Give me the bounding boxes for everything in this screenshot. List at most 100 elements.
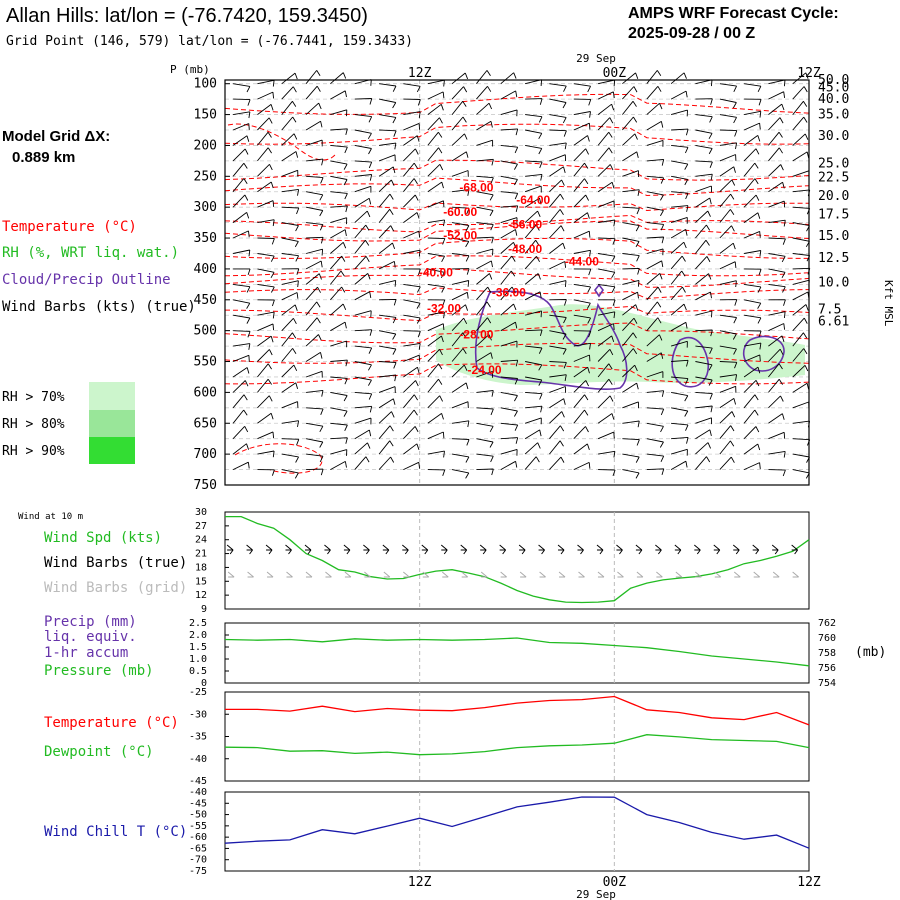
wind-barb (792, 72, 809, 85)
wind-barb (232, 367, 250, 378)
wind-barb (695, 429, 712, 440)
wind-barb (403, 122, 421, 131)
wind-barb (232, 354, 250, 362)
wind-barb (622, 304, 639, 316)
wind-barb (597, 164, 614, 177)
grid-wind-barb (675, 571, 683, 578)
wind-barb (670, 216, 688, 224)
wind-barb (354, 174, 373, 181)
wind-barb (744, 342, 762, 350)
wind-barb (549, 225, 565, 239)
wind-barb (403, 83, 421, 93)
wind-barb (549, 411, 565, 424)
surface-wind-barb (557, 544, 565, 555)
surface-wind-barb (693, 544, 701, 555)
wind-barb (452, 237, 470, 248)
wind-barb (792, 151, 810, 162)
windchill-panel: Wind Chill T (°C) -40-45-50-55-60-65-70-… (44, 787, 810, 877)
temperature-contour (224, 305, 810, 322)
wind-barb (573, 443, 590, 455)
wind-barb (646, 334, 663, 347)
wind-barb (622, 382, 639, 393)
wind-barb (379, 374, 397, 382)
wind-barb (549, 425, 565, 439)
pressure-unit-label: (mb) (855, 645, 886, 660)
wind-barb (451, 401, 469, 409)
wind-barb (743, 122, 761, 131)
wind-barb (354, 239, 370, 254)
wind-barb (257, 469, 275, 476)
wind-barb (451, 151, 469, 162)
wind-barb (257, 311, 275, 319)
wind-barb (549, 330, 567, 340)
wind-barb (257, 283, 275, 293)
kft-tick-label: 15.0 (818, 229, 849, 244)
wind-barb (695, 310, 713, 318)
wind-barb (768, 200, 786, 208)
legend-wind: Wind Barbs (kts) (true) (2, 299, 196, 315)
wind-barb (232, 425, 249, 440)
wind-barb (233, 111, 251, 119)
wind-barb (281, 382, 299, 393)
surface-wind-barb (246, 544, 253, 555)
y-tick-label: 30 (195, 507, 207, 518)
wind-barb (500, 376, 519, 385)
wind-barb (524, 197, 542, 208)
wind-barb (768, 219, 786, 227)
wind-barb (354, 185, 372, 193)
wind-barb (597, 378, 613, 393)
wind-barb (646, 139, 664, 147)
wind-barb (598, 237, 616, 245)
wind-barb (281, 268, 300, 275)
wind-barb (573, 366, 590, 378)
wind-barb (451, 116, 467, 131)
wind-barb (573, 330, 592, 338)
wind-barb (330, 255, 346, 270)
wind-barb (768, 363, 783, 378)
surface-wind-barb (752, 544, 760, 555)
y-tick-label: 24 (195, 535, 207, 546)
wind-barb (451, 304, 469, 316)
panel-frame (224, 511, 810, 610)
wind-barb (427, 469, 446, 476)
wind-barb (306, 453, 324, 463)
wind-barb (354, 361, 372, 371)
wind-barb (719, 154, 737, 162)
wind-panel-title: Wind at 10 m (18, 512, 83, 522)
wind-barb (768, 91, 786, 100)
pressure-tick-label: 600 (194, 385, 217, 400)
wind-barb (403, 443, 420, 455)
wind-barb (670, 286, 686, 301)
wind-barb (330, 321, 347, 332)
wind-barb (719, 114, 737, 124)
wind-barb (573, 230, 591, 239)
wind-barb (354, 144, 372, 155)
wind-barb (597, 363, 613, 378)
wind-barb (598, 79, 616, 87)
wind-barb (792, 382, 810, 393)
wind-barb (257, 131, 272, 146)
wind-barb (403, 230, 421, 239)
wind-barb (719, 330, 737, 340)
surface-wind-barb (616, 544, 623, 555)
wind-barb (597, 348, 614, 362)
grid-wind-barb (617, 571, 624, 578)
wind-barb (597, 131, 613, 146)
wind-barb (379, 314, 397, 324)
wind-barb (354, 417, 372, 425)
wind-barb (622, 453, 640, 463)
wind-barb (743, 230, 761, 239)
pressure-line (224, 637, 810, 667)
wind-barb (354, 98, 373, 105)
wind-barb (451, 364, 468, 378)
wind-barb (476, 260, 493, 270)
cloud-outline-east1 (671, 336, 710, 388)
pressure-tick-label: 250 (194, 169, 217, 184)
wind-barb (354, 456, 370, 470)
legend-rh: RH (%, WRT liq. wat.) (2, 245, 179, 261)
wind-barb (403, 135, 420, 146)
wind-barb (427, 268, 445, 279)
wind-barb (622, 237, 640, 248)
wind-barb (695, 361, 713, 371)
wind-barb (646, 121, 664, 131)
